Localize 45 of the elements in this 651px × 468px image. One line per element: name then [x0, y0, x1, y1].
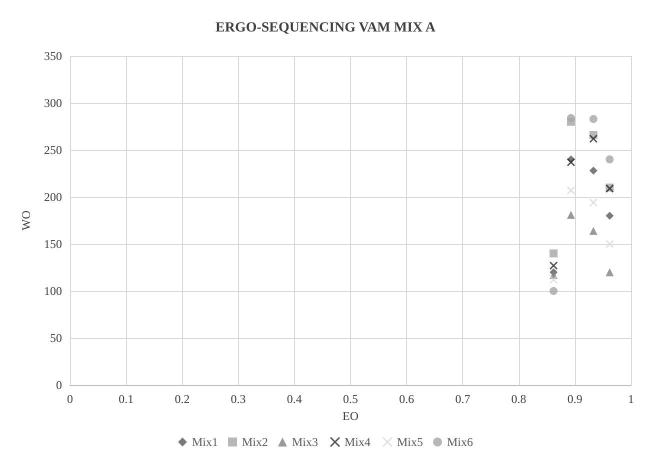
point	[606, 212, 614, 220]
y-tick-label: 300	[44, 96, 62, 110]
legend-label: Mix3	[292, 435, 318, 449]
point	[589, 114, 598, 123]
legend-label: Mix1	[192, 435, 218, 449]
legend-label: Mix5	[397, 435, 424, 449]
x-tick-label: 0.2	[174, 392, 190, 406]
x-tick-label: 0.3	[230, 392, 246, 406]
point	[589, 198, 598, 207]
x-tick-label: 0.4	[286, 392, 302, 406]
x-tick-label: 1	[628, 392, 634, 406]
chart-title: ERGO-SEQUENCING VAM MIX A	[215, 20, 436, 36]
point	[550, 287, 558, 295]
point	[566, 158, 576, 166]
point	[605, 240, 614, 248]
x-tick-label: 0.9	[567, 392, 582, 406]
point	[589, 166, 598, 175]
point	[606, 268, 614, 276]
y-tick-label: 50	[50, 331, 62, 345]
x-axis-title: EO	[342, 408, 359, 423]
y-tick-label: 100	[44, 284, 62, 298]
point	[589, 226, 598, 235]
legend-label: Mix2	[242, 435, 268, 449]
y-tick-label: 200	[44, 190, 62, 204]
point	[566, 210, 575, 219]
point	[549, 275, 558, 284]
legend-label: Mix6	[447, 435, 474, 449]
point	[549, 261, 558, 270]
x-tick-label: 0.5	[343, 392, 358, 406]
point	[566, 186, 576, 195]
point	[606, 155, 614, 164]
y-tick-label: 250	[44, 143, 62, 157]
x-tick-label: 0.1	[118, 392, 134, 406]
y-axis-title: WO	[19, 210, 33, 230]
x-tick-label: 0.6	[399, 392, 414, 406]
y-tick-label: 350	[44, 49, 62, 63]
y-tick-label: 150	[44, 237, 62, 251]
x-tick-label: 0	[67, 392, 73, 406]
point	[550, 249, 558, 258]
legend-label: Mix4	[344, 435, 371, 449]
point	[589, 134, 598, 143]
x-tick-label: 0.7	[455, 392, 470, 406]
point	[566, 114, 575, 122]
y-tick-label: 0	[56, 378, 62, 392]
x-tick-label: 0.8	[511, 392, 526, 406]
